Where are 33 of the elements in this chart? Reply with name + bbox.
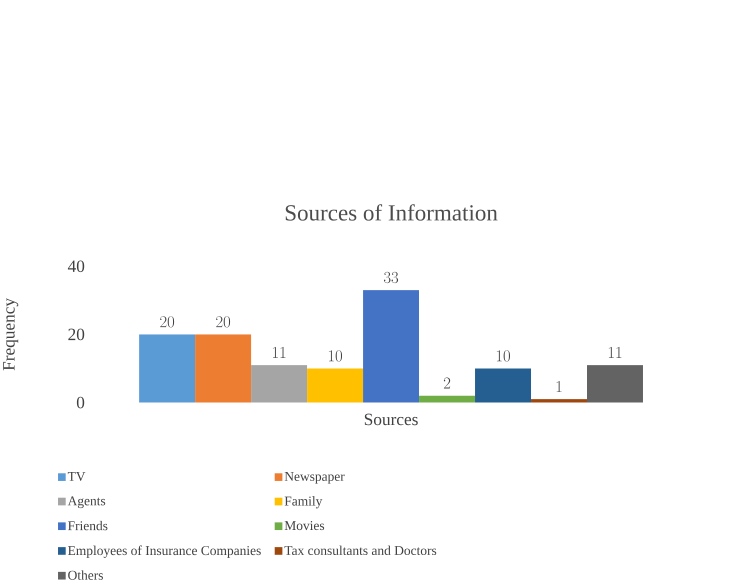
- legend-label: Tax consultants and Doctors: [284, 546, 436, 556]
- bar: [531, 399, 587, 403]
- bar: [195, 334, 252, 403]
- data-label: 1: [556, 380, 562, 392]
- legend-label: Agents: [68, 496, 106, 508]
- data-label: 11: [608, 346, 622, 358]
- data-label: 20: [216, 316, 230, 328]
- bar: [363, 290, 420, 403]
- data-label: 10: [496, 350, 510, 362]
- legend-label: Others: [68, 570, 103, 580]
- bar: [307, 368, 364, 403]
- legend-label: Employees of Insurance Companies: [68, 546, 261, 558]
- y-tick-label: 40: [68, 260, 84, 272]
- y-tick-label: 20: [68, 328, 84, 340]
- bar: [586, 365, 643, 403]
- data-label: 10: [328, 350, 342, 362]
- bar: [139, 334, 196, 403]
- bar: [251, 365, 308, 403]
- y-tick-label: 0: [76, 396, 84, 408]
- data-label: 11: [272, 346, 286, 358]
- legend-label: TV: [68, 472, 86, 482]
- bar: [475, 368, 532, 403]
- bar: [419, 396, 476, 403]
- legend-label: Family: [284, 496, 322, 508]
- x-axis-title: Sources: [364, 414, 418, 426]
- data-label: 20: [160, 316, 174, 328]
- data-label: 33: [384, 272, 398, 284]
- legend-label: Movies: [284, 521, 324, 530]
- data-label: 2: [444, 378, 450, 389]
- chart-title: Sources of Information: [286, 204, 498, 221]
- legend-label: Newspaper: [284, 472, 345, 484]
- y-axis-title: Frequency: [3, 298, 18, 370]
- legend-label: Friends: [68, 520, 108, 530]
